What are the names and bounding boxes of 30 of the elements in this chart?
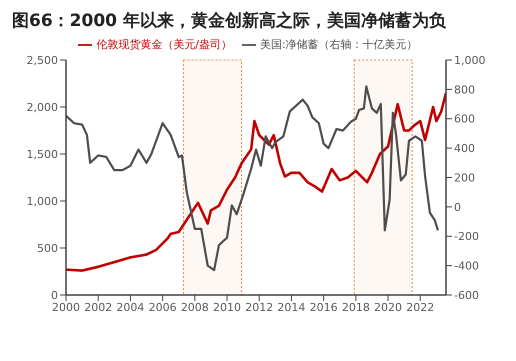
x-tick-label: 2010 xyxy=(213,300,242,314)
y2-tick-label: 0 xyxy=(454,200,461,214)
legend-label: 美国:净储蓄（右轴：十亿美元） xyxy=(260,38,418,51)
y2-tick-label: -600 xyxy=(454,288,479,302)
x-tick-label: 2016 xyxy=(310,300,338,314)
y-tick-label: 2,000 xyxy=(26,100,58,114)
x-tick-label: 2022 xyxy=(406,300,434,314)
y2-tick-label: 400 xyxy=(454,142,475,156)
y2-tick-label: -200 xyxy=(454,230,479,244)
y-tick-label: 500 xyxy=(37,242,58,255)
y-tick-label: 0 xyxy=(51,288,58,302)
legend-label: 伦敦现货黄金（美元/盎司） xyxy=(96,38,232,51)
y2-tick-label: 600 xyxy=(454,112,475,126)
x-tick-label: 2020 xyxy=(374,300,402,314)
y2-tick-label: 200 xyxy=(454,171,475,184)
y2-tick-label: 1,000 xyxy=(454,54,486,67)
x-tick-label: 2008 xyxy=(180,300,209,314)
x-tick-label: 2002 xyxy=(84,300,112,314)
x-tick-label: 2014 xyxy=(277,300,306,314)
y2-tick-label: -400 xyxy=(454,260,479,273)
x-tick-label: 2006 xyxy=(148,300,177,314)
y2-tick-label: 800 xyxy=(454,83,475,96)
y-tick-label: 2,500 xyxy=(26,54,58,67)
y-tick-label: 1,500 xyxy=(26,148,58,161)
x-tick-label: 2012 xyxy=(245,300,274,314)
y-tick-label: 1,000 xyxy=(26,194,58,208)
x-tick-label: 2004 xyxy=(116,300,144,314)
x-tick-label: 2000 xyxy=(52,300,80,314)
chart-title: 图66：2000 年以来，黄金创新高之际，美国净储蓄为负 xyxy=(11,10,447,32)
x-tick-label: 2018 xyxy=(342,300,370,314)
